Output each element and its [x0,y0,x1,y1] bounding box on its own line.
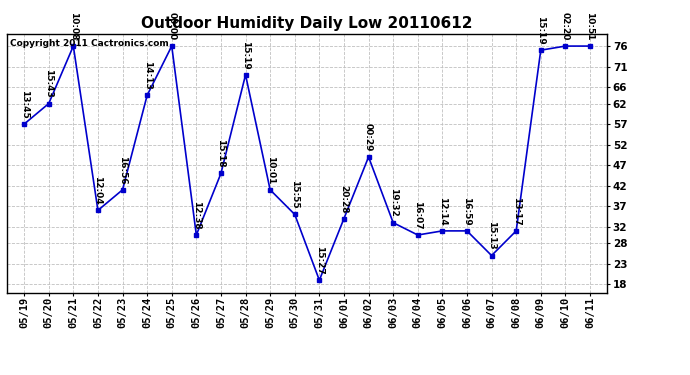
Text: 16:07: 16:07 [413,201,422,229]
Text: 10:51: 10:51 [586,12,595,40]
Text: 15:19: 15:19 [536,16,545,45]
Text: 12:38: 12:38 [192,201,201,229]
Text: 15:13: 15:13 [487,221,496,250]
Text: 15:18: 15:18 [217,139,226,168]
Text: 15:27: 15:27 [315,246,324,274]
Text: 10:01: 10:01 [266,156,275,184]
Text: 15:19: 15:19 [241,40,250,69]
Text: 12:14: 12:14 [438,196,447,225]
Text: 15:43: 15:43 [44,69,53,98]
Text: 12:04: 12:04 [93,176,102,205]
Text: Copyright 2011 Cactronics.com: Copyright 2011 Cactronics.com [10,39,168,48]
Text: 13:45: 13:45 [19,90,28,118]
Text: 19:32: 19:32 [388,188,397,217]
Text: 00:00: 00:00 [167,12,176,40]
Text: 00:29: 00:29 [364,123,373,152]
Text: 15:55: 15:55 [290,180,299,209]
Text: 02:20: 02:20 [561,12,570,40]
Text: 13:17: 13:17 [512,196,521,225]
Text: 14:13: 14:13 [143,61,152,90]
Text: 16:59: 16:59 [462,196,471,225]
Title: Outdoor Humidity Daily Low 20110612: Outdoor Humidity Daily Low 20110612 [141,16,473,31]
Text: 20:28: 20:28 [339,184,348,213]
Text: 10:08: 10:08 [69,12,78,40]
Text: 16:56: 16:56 [118,156,127,184]
